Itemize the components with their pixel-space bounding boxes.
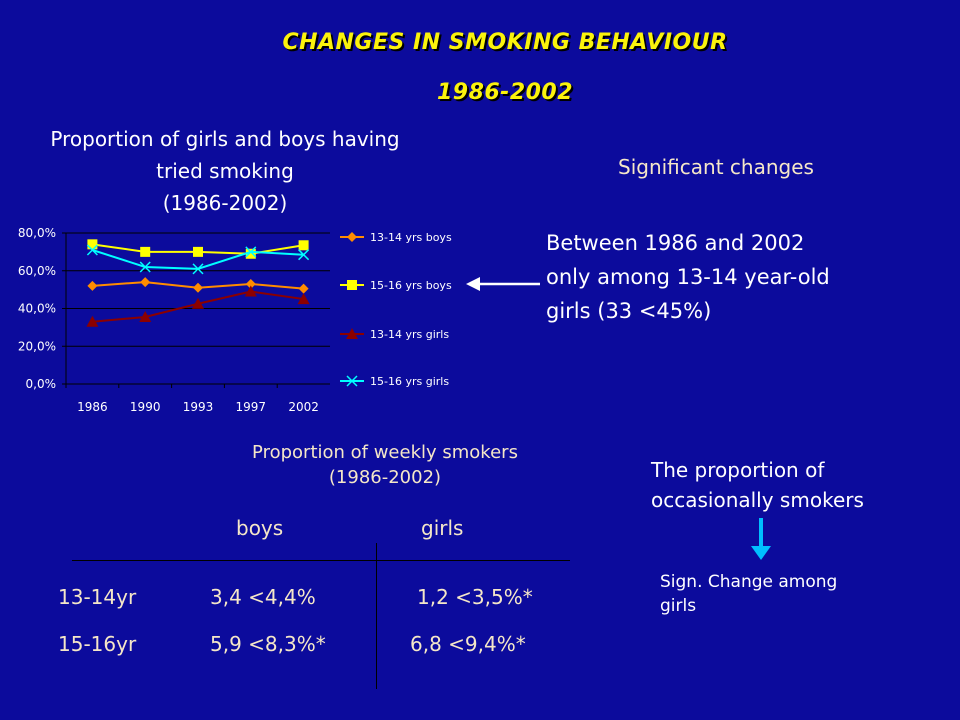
slide-subtitle: 1986-2002 — [436, 80, 574, 105]
data-point — [192, 297, 204, 309]
line-chart: 0,0% 20,0% 40,0% 60,0% 80,0% 1986 1990 1993 1997… — [18, 226, 452, 414]
data-point — [87, 280, 98, 291]
data-point — [297, 293, 310, 305]
legend-label: 13-14 yrs girls — [370, 328, 449, 341]
weekly-title-line: (1986-2002) — [328, 467, 442, 488]
data-point — [86, 315, 99, 327]
legend-marker — [347, 280, 357, 290]
data-point — [298, 249, 310, 261]
significant-changes-label: Significant changes — [618, 155, 814, 179]
data-point — [193, 282, 203, 293]
legend-marker — [346, 328, 358, 339]
data-point — [192, 263, 204, 275]
row-value-girls: 6,8 <9,4%* — [410, 632, 526, 656]
x-tick-label: 1993 — [183, 400, 214, 414]
y-tick-label: 20,0% — [18, 339, 56, 353]
row-value-girls: 1,2 <3,5%* — [417, 585, 533, 609]
between-line: girls (33 <45%) — [546, 299, 712, 323]
legend-label: 15-16 yrs boys — [370, 279, 452, 292]
data-point — [140, 246, 151, 257]
y-tick-label: 40,0% — [18, 302, 56, 316]
x-tick-label: 1990 — [130, 400, 161, 414]
table-horizontal-divider — [72, 560, 570, 561]
data-point — [193, 246, 203, 257]
chart-title-line: (1986-2002) — [162, 191, 288, 215]
between-line: Between 1986 and 2002 — [546, 231, 805, 255]
proportion-line: The proportion of — [651, 458, 825, 482]
row-label: 15-16yr — [58, 632, 137, 656]
x-tick-label: 2002 — [288, 400, 319, 414]
data-point — [298, 240, 309, 251]
sign-line: girls — [660, 596, 697, 616]
data-point — [139, 310, 152, 322]
data-point — [245, 246, 257, 258]
table-vertical-divider — [376, 543, 377, 689]
down-arrow-icon — [751, 518, 771, 560]
occasional-smokers-text: The proportion of occasionally smokers — [651, 455, 864, 515]
sign-line: Sign. Change among — [660, 572, 838, 592]
chart-title-line: Proportion of girls and boys having — [50, 127, 400, 151]
between-text: Between 1986 and 2002 only among 13-14 y… — [546, 226, 830, 328]
data-point — [245, 278, 256, 289]
chart-title-line: tried smoking — [156, 159, 294, 183]
legend-marker — [346, 375, 358, 387]
y-tick-label: 0,0% — [26, 377, 57, 391]
row-label: 13-14yr — [58, 585, 137, 609]
legend-marker — [347, 232, 357, 242]
y-tick-label: 60,0% — [18, 264, 56, 278]
row-value-boys: 3,4 <4,4% — [210, 585, 316, 609]
y-tick-label: 80,0% — [18, 226, 56, 240]
sign-change-text: Sign. Change among girls — [660, 570, 837, 618]
x-tick-label: 1997 — [236, 400, 267, 414]
legend-label: 15-16 yrs girls — [370, 375, 449, 388]
col-header-girls: girls — [421, 516, 464, 540]
weekly-smokers-title: Proportion of weekly smokers (1986-2002) — [210, 440, 560, 490]
data-point — [86, 244, 98, 256]
data-point — [87, 239, 98, 250]
x-tick-label: 1986 — [77, 400, 108, 414]
left-arrow-icon — [466, 277, 540, 291]
row-value-boys: 5,9 <8,3%* — [210, 632, 326, 656]
between-line: only among 13-14 year-old — [546, 265, 830, 289]
legend-label: 13-14 yrs boys — [370, 231, 452, 244]
data-point — [245, 248, 256, 259]
data-point — [298, 283, 309, 294]
data-point — [139, 261, 151, 273]
proportion-line: occasionally smokers — [651, 488, 864, 512]
data-point — [140, 277, 151, 288]
data-point — [244, 285, 257, 297]
chart-title: Proportion of girls and boys having trie… — [20, 123, 430, 219]
slide-title: CHANGES IN SMOKING BEHAVIOUR — [282, 30, 728, 55]
weekly-title-line: Proportion of weekly smokers — [252, 442, 518, 463]
col-header-boys: boys — [236, 516, 284, 540]
